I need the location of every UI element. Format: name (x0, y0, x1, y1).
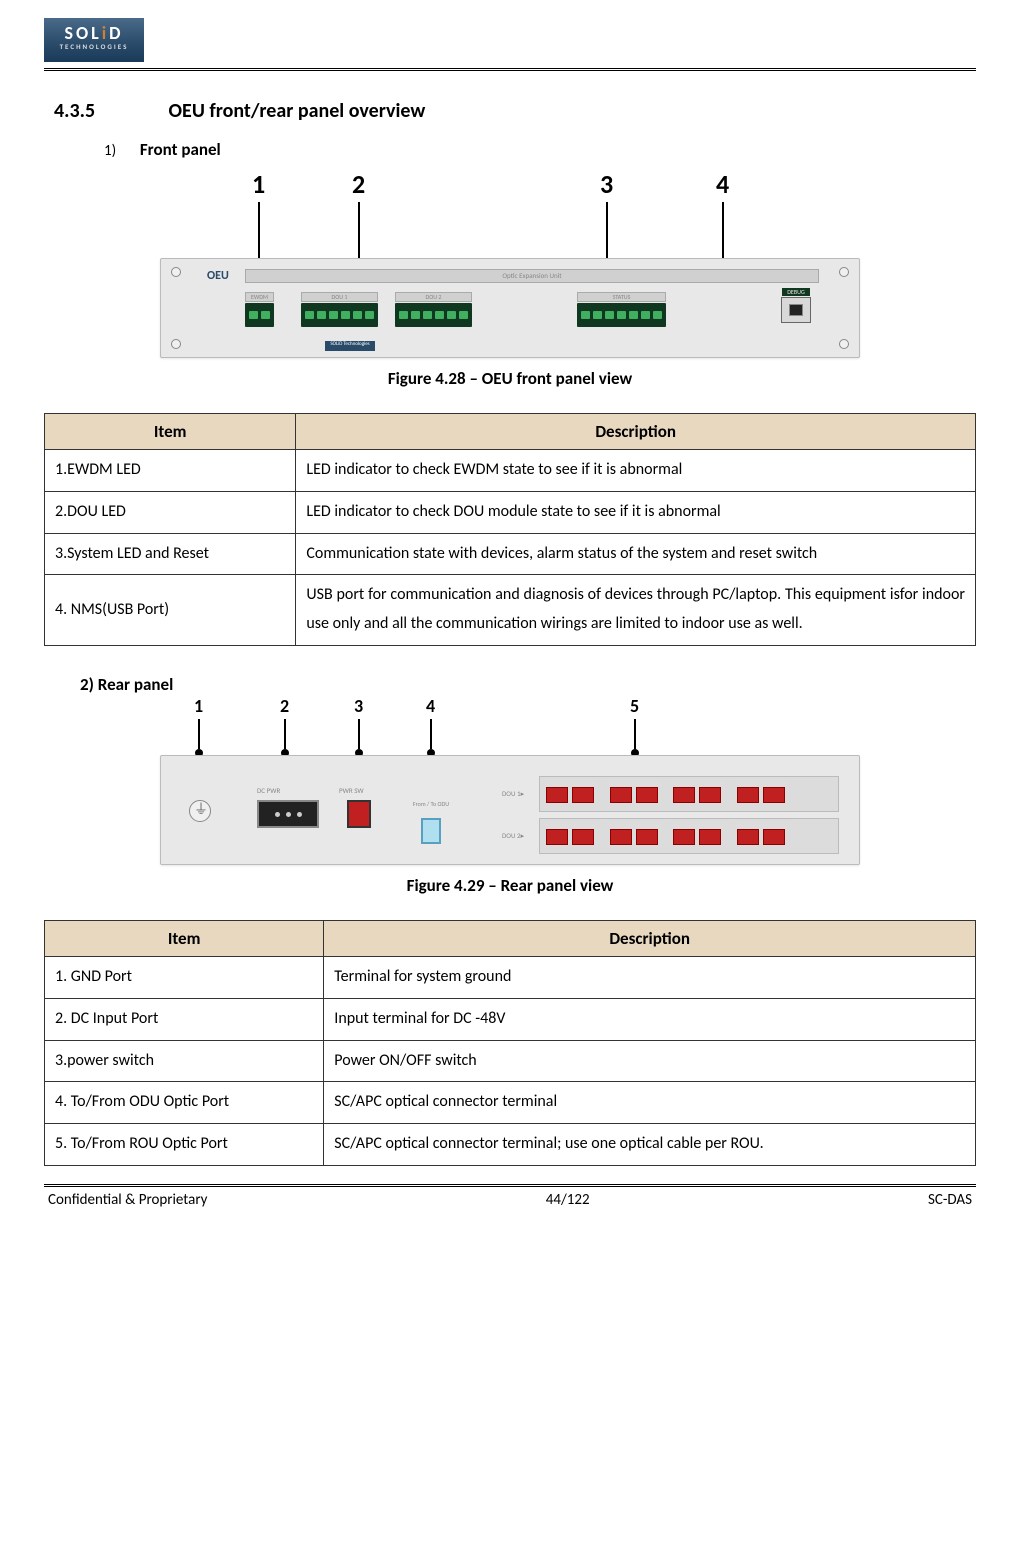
rear-panel-heading: 2) Rear panel (80, 674, 976, 695)
front-panel-figure: 1 2 3 4 OEU Optic Expansion Unit EWDM DO… (160, 168, 860, 358)
table-row: 2.DOU LED LED indicator to check DOU mod… (45, 491, 976, 533)
front-figure-caption: Figure 4.28 – OEU front panel view (44, 368, 976, 389)
header-logo: SOLiD TECHNOLOGIES (44, 18, 976, 62)
rear-panel-device: DC PWR PWR SW From / To ODU DOU 1▸ DOU 2… (160, 755, 860, 865)
front-th-item: Item (45, 414, 296, 450)
footer-center: 44/122 (546, 1191, 590, 1209)
front-callout-4: 4 (716, 168, 729, 266)
rear-panel-figure: 1 2 3 4 5 DC PWR PWR SW From / To ODU DO… (160, 695, 860, 865)
section-title: OEU front/rear panel overview (169, 99, 426, 123)
dou1-led-group: DOU 1 (301, 303, 378, 327)
optic-row-dou2: DOU 2▸ (539, 818, 839, 854)
logo-text-2: D (109, 22, 123, 44)
footer-rule (44, 1184, 976, 1187)
front-callout-1: 1 (252, 168, 265, 266)
rear-th-item: Item (45, 920, 324, 956)
table-row: 5. To/From ROU Optic Port SC/APC optical… (45, 1124, 976, 1166)
section-number: 4.3.5 (54, 99, 164, 123)
rear-figure-caption: Figure 4.29 – Rear panel view (44, 875, 976, 896)
logo-block: SOLiD TECHNOLOGIES (44, 18, 144, 62)
rear-th-desc: Description (324, 920, 976, 956)
table-row: 4. To/From ODU Optic Port SC/APC optical… (45, 1082, 976, 1124)
usb-port: DEBUG (781, 297, 811, 323)
front-callout-2: 2 (352, 168, 365, 266)
pwrsw-label: PWR SW (339, 786, 364, 795)
front-heading-text: Front panel (140, 139, 221, 160)
front-panel-table: Item Description 1.EWDM LED LED indicato… (44, 413, 976, 646)
ewdm-led-group: EWDM (245, 303, 274, 327)
front-heading-num: 1) (104, 142, 136, 160)
logo-subtext: TECHNOLOGIES (44, 42, 144, 51)
footer-left: Confidential & Proprietary (48, 1191, 207, 1209)
rear-callout-5: 5 (630, 695, 639, 757)
table-row: 1.EWDM LED LED indicator to check EWDM s… (45, 450, 976, 492)
rear-callout-4: 4 (426, 695, 435, 757)
front-panel-device: OEU Optic Expansion Unit EWDM DOU 1 DOU … (160, 258, 860, 358)
table-row: 3.System LED and Reset Communication sta… (45, 533, 976, 575)
status-led-group: STATUS (577, 303, 666, 327)
dou2-led-group: DOU 2 (395, 303, 472, 327)
logo-text-1: SOL (64, 22, 101, 44)
expansion-bar: Optic Expansion Unit (245, 269, 819, 283)
table-row: 3.power switch Power ON/OFF switch (45, 1040, 976, 1082)
table-row: 4. NMS(USB Port) USB port for communicat… (45, 575, 976, 646)
brand-small: SOLiD Technologies (325, 341, 375, 351)
odu-optic-port (421, 818, 441, 844)
odu-label: From / To ODU (407, 800, 455, 808)
table-row: 2. DC Input Port Input terminal for DC -… (45, 998, 976, 1040)
footer-right: SC-DAS (928, 1191, 972, 1209)
rear-callout-2: 2 (280, 695, 289, 757)
gnd-port (189, 800, 211, 822)
optic-row-dou1: DOU 1▸ (539, 776, 839, 812)
front-callout-3: 3 (600, 168, 613, 266)
front-panel-heading: 1) Front panel (104, 139, 976, 160)
oeu-label: OEU (207, 269, 229, 283)
rear-callout-3: 3 (354, 695, 363, 757)
page-footer: Confidential & Proprietary 44/122 SC-DAS (44, 1191, 976, 1209)
front-th-desc: Description (296, 414, 976, 450)
rear-callout-1: 1 (194, 695, 203, 757)
section-heading: 4.3.5 OEU front/rear panel overview (54, 99, 976, 123)
header-rule (44, 68, 976, 71)
dcpwr-label: DC PWR (257, 786, 280, 795)
power-switch (347, 800, 371, 828)
table-row: 1. GND Port Terminal for system ground (45, 956, 976, 998)
dc-input-port (257, 800, 319, 828)
rear-panel-table: Item Description 1. GND Port Terminal fo… (44, 920, 976, 1166)
